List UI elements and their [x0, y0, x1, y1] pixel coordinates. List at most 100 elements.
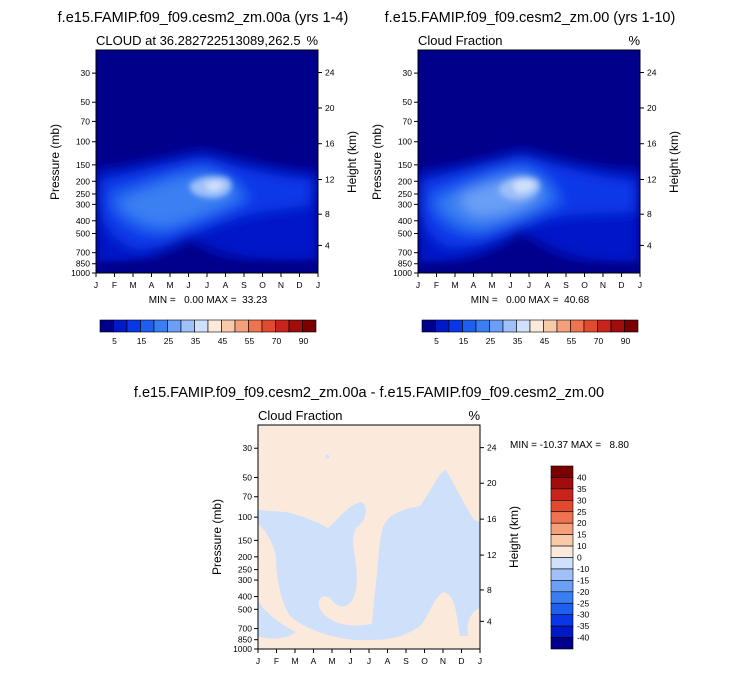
- colorbar-swatch-0: [421, 319, 436, 333]
- colorbar-label-1: 15: [137, 336, 147, 346]
- panel-3-min-max: MIN = -10.37 MAX = 8.80: [510, 440, 629, 451]
- height-tick-label-1: 20: [325, 103, 335, 113]
- panel-3-negative-region-low: [258, 600, 296, 639]
- colorbar-swatch-12: [583, 319, 598, 333]
- colorbar-label-14: -40: [577, 633, 590, 643]
- panel-1-contour-field: [96, 50, 318, 273]
- x-tick-label-2: M: [451, 280, 458, 290]
- height-tick-label-4: 8: [487, 585, 492, 595]
- colorbar-label-0: 5: [434, 336, 439, 346]
- x-tick-label-10: N: [278, 280, 284, 290]
- colorbar-label-1: 15: [459, 336, 469, 346]
- panel-3-negative-speck: [326, 455, 329, 458]
- colorbar-swatch-1: [550, 477, 574, 490]
- y-tick-label-6: 250: [76, 189, 90, 199]
- x-tick-label-1: F: [274, 656, 279, 666]
- colorbar-swatch-3: [550, 500, 574, 513]
- colorbar-swatch-1: [113, 319, 128, 333]
- colorbar-label-2: 25: [164, 336, 174, 346]
- colorbar-swatch-11: [570, 319, 585, 333]
- colorbar-label-7: 90: [621, 336, 631, 346]
- x-tick-label-9: O: [259, 280, 266, 290]
- colorbar-swatch-3: [462, 319, 477, 333]
- x-tick-label-3: A: [471, 280, 477, 290]
- x-tick-label-6: J: [367, 656, 371, 666]
- colorbar-label-2: 30: [577, 495, 587, 505]
- x-tick-label-7: A: [545, 280, 551, 290]
- y-tick-label-1: 50: [243, 472, 253, 482]
- colorbar-label-5: 55: [245, 336, 255, 346]
- colorbar-label-4: 20: [577, 518, 587, 528]
- colorbar-swatch-4: [475, 319, 490, 333]
- colorbar-swatch-9: [550, 568, 574, 581]
- colorbar-label-4: 45: [218, 336, 228, 346]
- x-tick-label-2: M: [129, 280, 136, 290]
- y-tick-label-7: 300: [238, 575, 252, 585]
- x-tick-label-4: M: [166, 280, 173, 290]
- x-tick-label-12: J: [478, 656, 482, 666]
- y-tick-label-4: 150: [76, 160, 90, 170]
- colorbar-label-0: 40: [577, 472, 587, 482]
- colorbar-swatch-7: [516, 319, 531, 333]
- colorbar-swatch-8: [550, 557, 574, 570]
- y-tick-label-4: 150: [238, 535, 252, 545]
- panel-1: f.e15.FAMIP.f09_f09.cesm2_zm.00a (yrs 1-…: [48, 10, 359, 346]
- y-tick-label-10: 700: [76, 248, 90, 258]
- colorbar-label-7: 90: [299, 336, 309, 346]
- height-tick-label-4: 8: [325, 209, 330, 219]
- panel-2-units-label: %: [628, 33, 640, 48]
- panel-2-contour-field: [418, 50, 640, 273]
- panel-1-left-label: CLOUD at 36.282722513089,262.5: [96, 33, 301, 48]
- colorbar-swatch-11: [248, 319, 263, 333]
- colorbar-swatch-8: [207, 319, 222, 333]
- x-tick-label-0: J: [94, 280, 98, 290]
- colorbar-label-6: 70: [272, 336, 282, 346]
- colorbar-swatch-14: [288, 319, 303, 333]
- height-tick-label-2: 16: [325, 139, 335, 149]
- x-tick-label-1: F: [434, 280, 439, 290]
- x-tick-label-10: N: [440, 656, 446, 666]
- y-tick-label-8: 400: [398, 216, 412, 226]
- panel-1-colorbar: 5 15 25 35 45 55 70 90: [99, 319, 317, 346]
- y-tick-label-11: 850: [76, 259, 90, 269]
- colorbar-swatch-8: [529, 319, 544, 333]
- panel-1-y-axis-label: Pressure (mb): [48, 124, 62, 200]
- panel-1-right-axis-label: Height (km): [345, 131, 359, 193]
- height-tick-label-0: 24: [647, 68, 657, 78]
- colorbar-swatch-14: [610, 319, 625, 333]
- x-tick-label-12: J: [638, 280, 642, 290]
- height-tick-label-0: 24: [325, 68, 335, 78]
- x-tick-label-12: J: [316, 280, 320, 290]
- y-tick-label-2: 70: [243, 492, 253, 502]
- colorbar-label-4: 45: [540, 336, 550, 346]
- panel-3-units-label: %: [468, 408, 480, 423]
- colorbar-label-0: 5: [112, 336, 117, 346]
- height-tick-label-1: 20: [647, 103, 657, 113]
- colorbar-label-3: 35: [513, 336, 523, 346]
- panel-3: f.e15.FAMIP.f09_f09.cesm2_zm.00a - f.e15…: [134, 385, 629, 666]
- height-tick-label-2: 16: [647, 139, 657, 149]
- x-tick-label-2: M: [291, 656, 298, 666]
- colorbar-swatch-15: [302, 319, 317, 333]
- y-tick-label-7: 300: [76, 199, 90, 209]
- panel-3-left-label: Cloud Fraction: [258, 408, 343, 423]
- x-tick-label-9: O: [581, 280, 588, 290]
- y-tick-label-2: 70: [81, 116, 91, 126]
- colorbar-label-12: -30: [577, 610, 590, 620]
- colorbar-label-5: 15: [577, 530, 587, 540]
- colorbar-swatch-12: [550, 602, 574, 615]
- panel-3-title: f.e15.FAMIP.f09_f09.cesm2_zm.00a - f.e15…: [134, 385, 604, 401]
- x-tick-label-4: M: [328, 656, 335, 666]
- y-tick-label-6: 250: [238, 565, 252, 575]
- panel-2-title: f.e15.FAMIP.f09_f09.cesm2_zm.00 (yrs 1-1…: [385, 10, 676, 26]
- y-tick-label-3: 100: [238, 512, 252, 522]
- x-tick-label-1: F: [112, 280, 117, 290]
- colorbar-swatch-2: [126, 319, 141, 333]
- colorbar-swatch-11: [550, 591, 574, 604]
- y-tick-label-5: 200: [238, 552, 252, 562]
- colorbar-swatch-15: [624, 319, 639, 333]
- x-tick-label-8: S: [563, 280, 569, 290]
- colorbar-label-9: -15: [577, 575, 590, 585]
- x-tick-label-5: J: [348, 656, 352, 666]
